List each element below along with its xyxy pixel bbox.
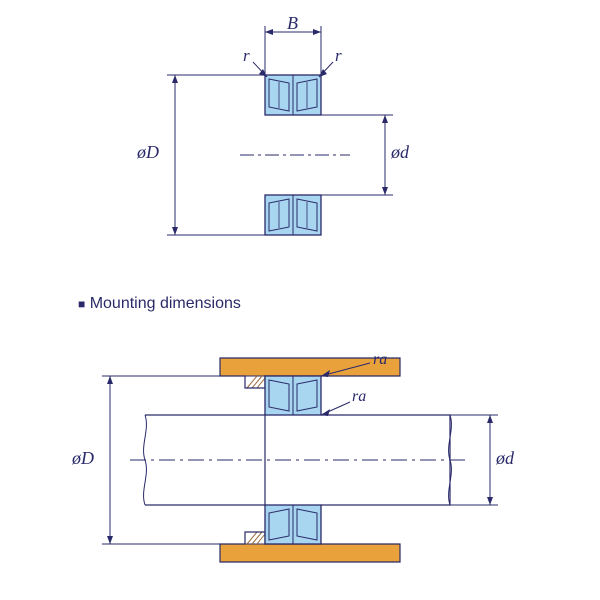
section-title-text: Mounting dimensions — [90, 295, 241, 312]
label-ra-top: ra — [373, 351, 387, 369]
bearing-top — [265, 376, 321, 415]
top-bearing-diagram: B r r øD ød — [155, 20, 435, 265]
label-phiD-2: øD — [72, 448, 94, 469]
mounting-diagram: ra ra øD ød — [90, 330, 520, 575]
section-title: ■ Mounting dimensions — [78, 295, 241, 313]
outer-ring-top — [265, 75, 321, 115]
bearing-bottom — [265, 505, 321, 544]
label-r-right: r — [335, 46, 342, 66]
label-B: B — [287, 13, 298, 34]
mounting-diagram-svg — [90, 330, 520, 575]
label-r-left: r — [243, 46, 250, 66]
left-shoulder-bottom — [245, 532, 265, 544]
left-shoulder-top — [245, 376, 265, 388]
label-ra-inner: ra — [352, 388, 366, 406]
label-phid: ød — [391, 142, 409, 163]
outer-ring-bottom — [265, 195, 321, 235]
label-phid-2: ød — [496, 448, 514, 469]
label-phiD: øD — [137, 142, 159, 163]
